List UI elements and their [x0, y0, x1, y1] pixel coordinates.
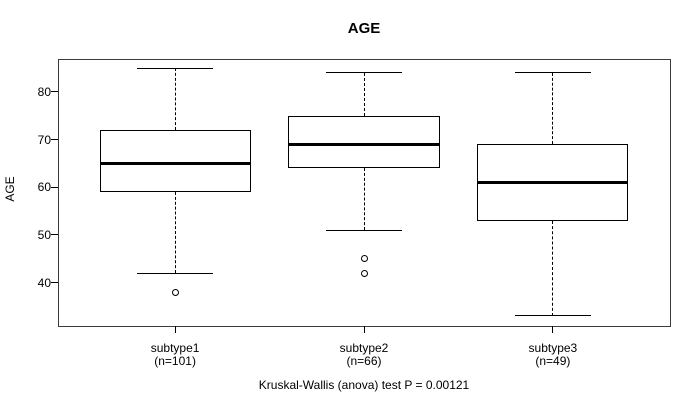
y-axis-tick — [51, 91, 58, 93]
y-axis-tick — [51, 234, 58, 236]
outlier-point — [360, 269, 368, 277]
y-axis-label: AGE — [3, 176, 17, 202]
x-group-label: subtype1 (n=101) — [105, 342, 245, 368]
lower-whisker-stem — [552, 220, 554, 316]
iqr-box — [99, 130, 251, 192]
x-group-label: subtype3 (n=49) — [483, 342, 623, 368]
upper-whisker-cap — [326, 72, 402, 74]
x-axis-tick — [174, 326, 176, 333]
outlier-point — [360, 255, 368, 263]
y-axis-tick-label: 80 — [37, 84, 51, 99]
lower-whisker-cap — [137, 272, 213, 274]
y-axis-tick-label: 40 — [37, 275, 51, 290]
upper-whisker-stem — [552, 72, 554, 145]
lower-whisker-stem — [363, 168, 365, 231]
upper-whisker-cap — [137, 67, 213, 69]
group-name: subtype2 — [339, 341, 389, 355]
kruskal-wallis-caption: Kruskal-Wallis (anova) test P = 0.00121 — [258, 378, 470, 392]
iqr-box — [288, 115, 440, 169]
group-sample-size: (n=49) — [535, 354, 571, 368]
median-line — [477, 180, 629, 184]
y-axis-tick-label: 70 — [37, 132, 51, 147]
median-line — [288, 142, 440, 146]
chart-title: AGE — [347, 20, 381, 37]
upper-whisker-cap — [515, 72, 591, 74]
group-sample-size: (n=66) — [346, 354, 382, 368]
x-axis-tick — [363, 326, 365, 333]
y-axis-tick — [51, 186, 58, 188]
y-axis-tick — [51, 139, 58, 141]
upper-whisker-stem — [174, 68, 176, 131]
group-name: subtype3 — [528, 341, 578, 355]
y-axis-tick-label: 60 — [37, 180, 51, 195]
lower-whisker-cap — [326, 229, 402, 231]
y-axis-tick — [51, 282, 58, 284]
x-group-label: subtype2 (n=66) — [294, 342, 434, 368]
lower-whisker-cap — [515, 315, 591, 317]
lower-whisker-stem — [174, 192, 176, 274]
upper-whisker-stem — [363, 72, 365, 116]
outlier-point — [171, 288, 179, 296]
median-line — [99, 161, 251, 165]
group-sample-size: (n=101) — [154, 354, 196, 368]
y-axis-tick-label: 50 — [37, 227, 51, 242]
x-axis-tick — [552, 326, 554, 333]
group-name: subtype1 — [150, 341, 200, 355]
